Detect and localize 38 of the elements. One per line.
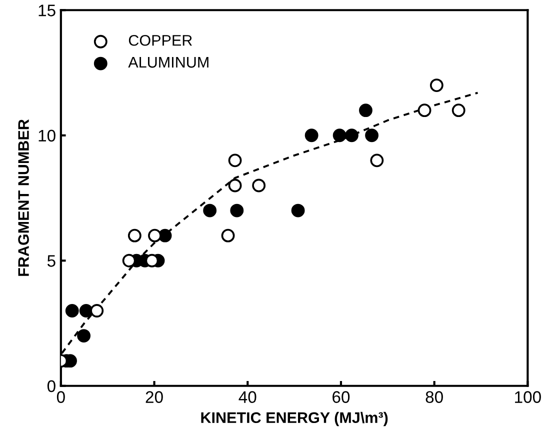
point xyxy=(228,178,242,192)
point xyxy=(370,154,384,168)
point xyxy=(332,128,346,142)
point xyxy=(359,104,372,118)
point xyxy=(291,204,305,218)
point xyxy=(365,128,378,142)
point xyxy=(430,78,444,92)
point xyxy=(203,204,217,218)
point xyxy=(418,104,432,118)
point xyxy=(145,254,159,268)
legend-label: ALUMINUM xyxy=(128,57,208,68)
point xyxy=(90,304,104,318)
y-tick-label: 10 xyxy=(38,130,56,142)
point xyxy=(122,254,136,268)
x-tick-label: 0 xyxy=(56,391,65,403)
point xyxy=(228,154,242,168)
point xyxy=(79,304,93,318)
legend-label: COPPER xyxy=(128,34,192,46)
y-axis-title: FRAGMENT NUMBER xyxy=(18,119,29,276)
x-tick-label: 80 xyxy=(426,391,443,403)
x-tick-label: 100 xyxy=(515,391,541,403)
point xyxy=(65,304,79,318)
point xyxy=(221,228,235,242)
x-tick-label: 20 xyxy=(146,391,163,403)
point xyxy=(128,228,142,242)
point xyxy=(345,128,358,142)
point xyxy=(252,178,266,192)
x-axis-title: KINETIC ENERGY (MJ\m³) xyxy=(201,412,388,426)
y-tick-label: 15 xyxy=(38,4,56,16)
point xyxy=(148,228,162,242)
x-tick-label: 60 xyxy=(332,391,350,403)
point xyxy=(452,104,466,118)
x-tick-label: 40 xyxy=(238,391,256,403)
y-tick-label: 5 xyxy=(47,255,56,267)
point xyxy=(230,204,244,218)
point xyxy=(77,329,91,342)
y-tick-label: 0 xyxy=(47,380,56,392)
point xyxy=(304,128,318,142)
